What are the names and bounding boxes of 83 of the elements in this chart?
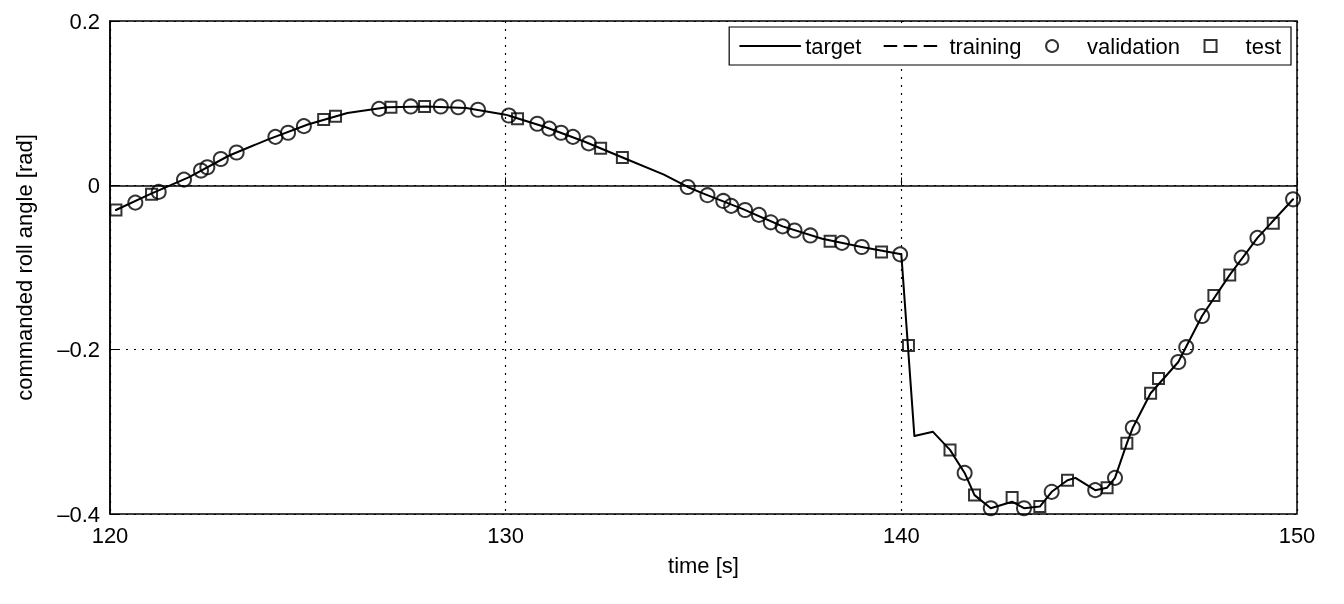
point	[329, 109, 343, 123]
point	[699, 187, 716, 204]
point	[823, 234, 837, 248]
point	[529, 115, 546, 132]
point	[1043, 483, 1060, 500]
legend-label: training	[949, 33, 1022, 59]
y-tick-label: –0.2	[57, 337, 100, 363]
point	[737, 201, 754, 218]
point	[594, 141, 608, 155]
point	[450, 99, 467, 116]
point	[402, 98, 419, 115]
point	[150, 183, 167, 200]
point	[1266, 216, 1280, 230]
point	[1170, 353, 1187, 370]
point	[1120, 436, 1134, 450]
point	[280, 124, 297, 141]
point	[762, 214, 779, 231]
point	[1194, 307, 1211, 324]
point	[968, 488, 982, 502]
point	[511, 112, 525, 126]
point	[1223, 268, 1237, 282]
point	[580, 135, 597, 152]
y-tick-label: 0.2	[69, 8, 100, 34]
x-tick-label: 150	[1278, 522, 1316, 548]
point	[384, 100, 398, 114]
point	[1233, 249, 1250, 266]
y-tick-label: 0	[87, 172, 100, 198]
point	[875, 245, 889, 259]
point	[176, 171, 192, 188]
point	[853, 238, 870, 255]
point	[1124, 419, 1141, 436]
point	[553, 124, 570, 141]
point	[1107, 469, 1123, 486]
point	[982, 500, 999, 517]
point	[679, 178, 696, 195]
point	[1207, 288, 1221, 302]
point	[193, 162, 209, 179]
x-axis-title: time [s]	[668, 552, 739, 578]
point	[500, 107, 517, 124]
point	[1061, 473, 1075, 487]
y-axis-title: commanded roll angle [rad]	[11, 134, 37, 401]
point	[1005, 491, 1019, 505]
legend-label: validation	[1087, 33, 1181, 59]
point	[1152, 371, 1166, 385]
point	[295, 118, 312, 135]
point	[127, 194, 144, 211]
point	[774, 218, 791, 235]
point	[317, 113, 331, 127]
x-tick-label: 140	[882, 522, 920, 548]
point	[109, 203, 123, 217]
point	[786, 222, 803, 239]
point	[541, 120, 558, 137]
point	[615, 150, 629, 164]
point	[1144, 386, 1158, 400]
point	[267, 128, 284, 145]
point	[371, 100, 388, 117]
point	[1016, 500, 1032, 517]
point	[834, 234, 850, 251]
point	[943, 443, 957, 457]
point	[1100, 481, 1114, 495]
point	[1178, 339, 1195, 356]
point	[199, 159, 216, 176]
point	[715, 192, 732, 209]
point	[432, 98, 449, 115]
point	[802, 227, 819, 244]
point	[145, 187, 159, 201]
point	[1249, 229, 1266, 246]
point	[750, 206, 767, 223]
point	[901, 339, 915, 353]
legend-label: target	[805, 33, 862, 59]
point	[469, 101, 486, 118]
legend-label: test	[1245, 33, 1282, 59]
point	[1033, 500, 1047, 514]
point	[1087, 482, 1104, 499]
point	[564, 128, 581, 145]
point	[956, 464, 973, 481]
point	[723, 197, 740, 214]
point	[212, 151, 229, 168]
point	[418, 99, 432, 113]
point	[892, 246, 909, 263]
point	[1285, 191, 1302, 208]
x-tick-label: 130	[487, 522, 525, 548]
point	[228, 144, 245, 161]
